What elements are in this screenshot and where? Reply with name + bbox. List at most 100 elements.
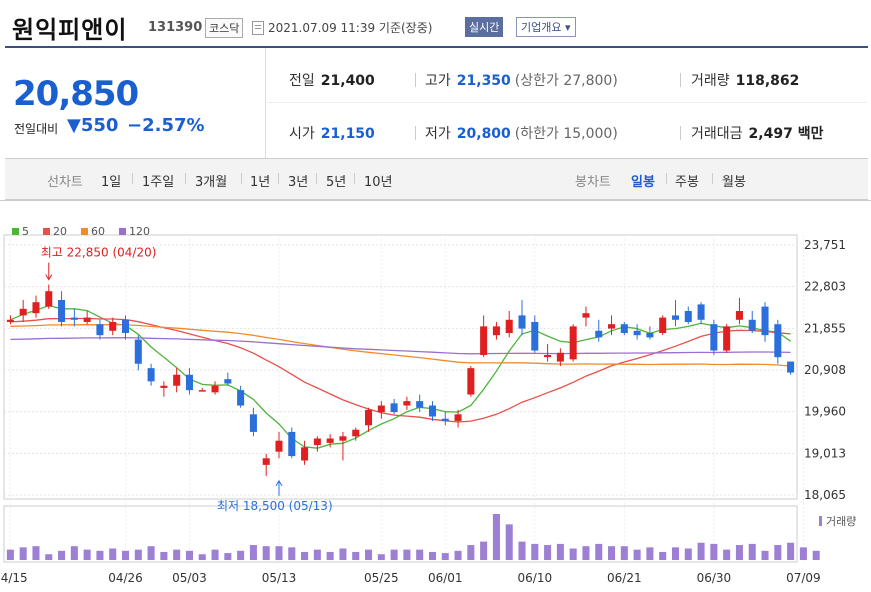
lower-limit: (하한가 15,000) [514, 126, 618, 142]
candle-body [211, 385, 219, 393]
volume-bar [723, 549, 731, 560]
volume-frame [3, 505, 798, 563]
tab-5year[interactable]: 5년 [326, 175, 347, 190]
volume-bar [83, 549, 91, 560]
legend-swatch [12, 228, 19, 235]
candle-body [32, 302, 40, 314]
volume-bar [608, 546, 616, 560]
candle-body [531, 321, 539, 351]
volume-bar [735, 545, 743, 560]
y-tick-label: 21,855 [804, 321, 846, 335]
volume-bar [185, 550, 193, 560]
y-tick-label: 23,751 [804, 238, 846, 252]
low-label: 저가 [425, 126, 451, 142]
tab-1week[interactable]: 1주일 [142, 175, 175, 190]
x-tick-label: 06/21 [607, 571, 642, 585]
candle-body [505, 319, 513, 333]
tab-3month[interactable]: 3개월 [195, 175, 228, 190]
volume-bar [339, 548, 347, 560]
change-label: 전일대비 [14, 122, 59, 136]
candle-body [671, 315, 680, 320]
candle-body [70, 317, 78, 320]
upper-limit: (상한가 27,800) [514, 73, 618, 89]
candle-body [185, 374, 193, 391]
volume-legend-label: 거래량 [826, 515, 856, 528]
timestamp: 2021.07.09 11:39 기준(장중) [268, 21, 433, 35]
volume-bar [480, 541, 488, 560]
tab-monthly[interactable]: 월봉 [722, 175, 746, 190]
change-percent: −2.57% [127, 115, 205, 136]
volume-bar [32, 546, 40, 560]
company-overview-button[interactable]: 기업개요 ▾ [516, 17, 576, 37]
divider [132, 173, 133, 184]
candle-body [492, 326, 500, 336]
candle-body [620, 324, 628, 333]
candle-body [659, 317, 667, 333]
volume-bar [454, 550, 462, 560]
legend-swatch [43, 228, 50, 235]
price-summary: 20,850 전일대비 ▼550 −2.57% 전일 21,400 고가 21,35… [5, 48, 868, 159]
open-value: 21,150 [320, 126, 375, 142]
legend-label: 120 [129, 225, 150, 238]
candle-body [160, 385, 168, 388]
candle-body [646, 332, 654, 338]
chart-tabs: 선차트 1일 1주일 3개월 1년 3년 5년 10년 봉차트 일봉 주봉 월봉 [5, 159, 868, 200]
tab-1year[interactable]: 1년 [250, 175, 271, 190]
candle-body [249, 414, 257, 432]
tab-weekly[interactable]: 주봉 [675, 175, 699, 190]
high-value: 21,350 [456, 73, 511, 89]
x-tick-label: 06/01 [428, 571, 463, 585]
candle-body [748, 319, 756, 331]
volume-bar [390, 549, 398, 560]
trade-amount: 거래대금 2,497 백만 [691, 123, 823, 143]
tab-1day[interactable]: 1일 [101, 175, 122, 190]
y-tick-label: 18,065 [804, 488, 846, 502]
candle-body [454, 414, 462, 421]
volume-bar [70, 546, 78, 560]
candle-body [173, 374, 181, 386]
candle-body [595, 330, 603, 338]
volume-bar [275, 546, 283, 560]
candle-body [19, 308, 27, 316]
tab-10year[interactable]: 10년 [364, 175, 393, 190]
candle-body [697, 304, 705, 320]
divider [666, 173, 667, 184]
volume-bar [710, 543, 718, 560]
volume-bar [173, 549, 181, 560]
line-chart-label: 선차트 [47, 175, 83, 190]
tab-3year[interactable]: 3년 [288, 175, 309, 190]
candle-body [224, 379, 232, 384]
candle-body [288, 431, 296, 457]
divider [680, 73, 681, 87]
x-tick-label: 06/10 [518, 571, 553, 585]
x-tick-label: 07/09 [786, 571, 821, 585]
candle-body [301, 447, 309, 461]
volume-bar [352, 551, 360, 560]
y-tick-label: 22,803 [804, 280, 846, 294]
candle-body [774, 324, 782, 358]
volume-bar [147, 546, 155, 560]
document-icon [252, 21, 264, 35]
candle-body [735, 310, 743, 320]
tab-daily[interactable]: 일봉 [631, 175, 655, 190]
title-bar: 원익피앤이 131390 코스닥 2021.07.09 11:39 기준(장중)… [0, 0, 871, 44]
candle-body [403, 401, 411, 406]
candle-body [365, 409, 373, 426]
candle-body [633, 330, 641, 336]
low-price: 저가 20,800 (하한가 15,000) [425, 123, 618, 143]
candle-body [275, 440, 283, 452]
candle-body [134, 339, 142, 364]
volume-bar [326, 551, 334, 560]
volume-bar [109, 548, 117, 560]
volume-bar [774, 545, 782, 560]
candle-body [467, 368, 475, 395]
volume-bar [134, 549, 142, 560]
candle-body [569, 326, 577, 360]
realtime-button[interactable]: 실시간 [465, 17, 504, 37]
current-price-box: 20,850 전일대비 ▼550 −2.57% [5, 48, 266, 158]
volume-bar [45, 554, 53, 560]
candle-body [339, 436, 347, 441]
candle-body [441, 418, 449, 421]
volume-bar [121, 550, 130, 560]
divider [278, 173, 279, 184]
